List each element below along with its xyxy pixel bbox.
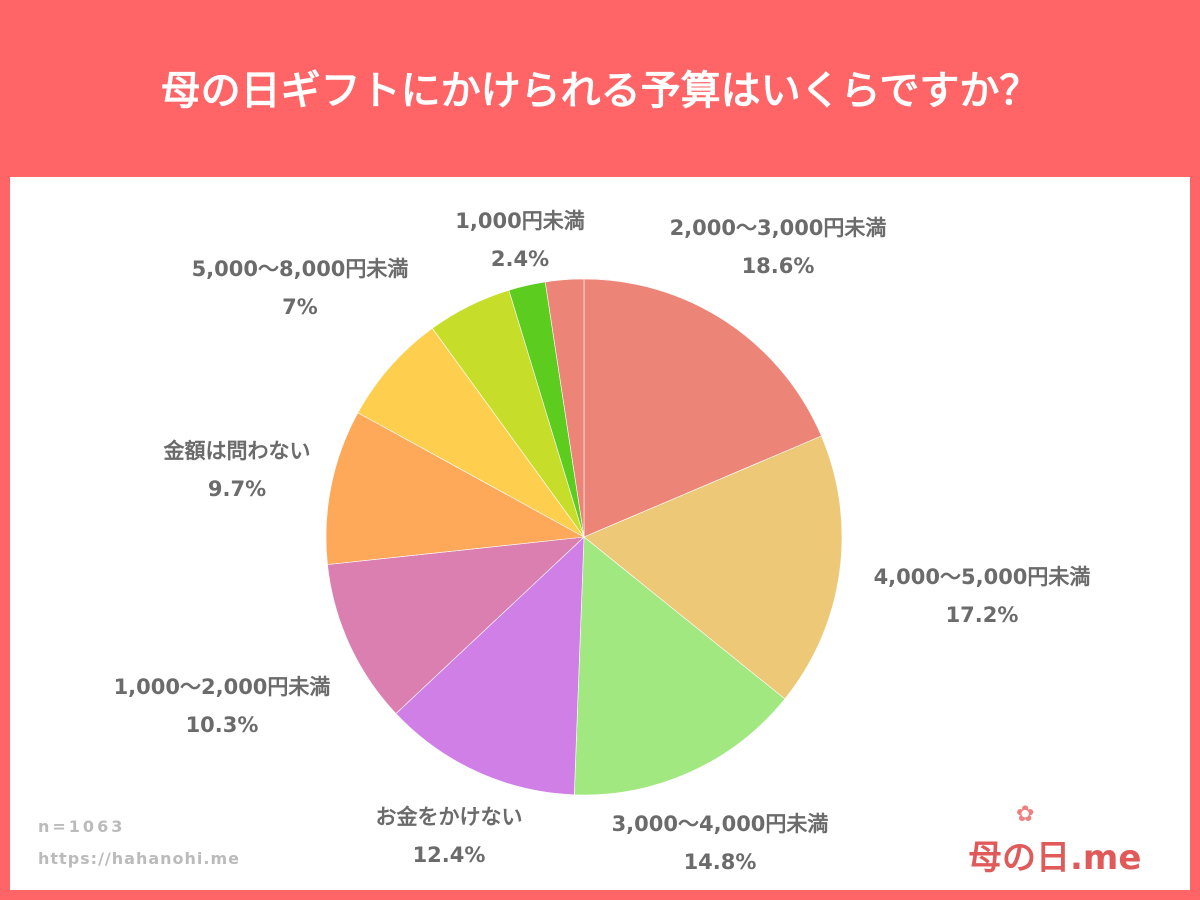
- pie-slice: [395, 536, 585, 796]
- slice-label-value: 12.4%: [412, 843, 486, 867]
- sample-size: n=1063: [38, 817, 126, 836]
- slice-label-name: 1,000円未満: [455, 209, 585, 233]
- slice-label: 2,000〜3,000円未満 18.6%: [670, 209, 887, 285]
- pie-slice: [327, 536, 585, 715]
- pie-slice: [583, 435, 843, 700]
- slice-label-value: 10.3%: [185, 713, 259, 737]
- slice-label: 4,000〜5,000円未満 17.2%: [874, 558, 1091, 634]
- slice-label-name: 1,000〜2,000円未満: [113, 675, 331, 699]
- slice-label: 1,000〜2,000円未満 10.3%: [114, 668, 331, 744]
- pie-slice: [573, 536, 786, 796]
- slice-label-name: 2,000〜3,000円未満: [669, 216, 887, 240]
- slice-label: 1,000円未満 2.4%: [455, 202, 584, 278]
- logo: ✿ 母の日.me: [968, 802, 1142, 878]
- slice-label: 5,000〜8,000円未満 7%: [192, 250, 409, 326]
- pie-slice: [357, 327, 585, 538]
- slice-label: 金額は問わない 9.7%: [164, 432, 311, 508]
- slice-label-value: 2.4%: [490, 247, 550, 271]
- slice-label-value: 14.8%: [683, 850, 757, 874]
- source-url: https://hahanohi.me: [38, 849, 240, 868]
- carnation-icon: ✿: [1016, 802, 1035, 827]
- slice-label: お金をかけない 12.4%: [376, 798, 523, 874]
- slice-label-name: 3,000〜4,000円未満: [611, 812, 829, 836]
- slice-label-value: 17.2%: [945, 603, 1019, 627]
- slice-label: 3,000〜4,000円未満 14.8%: [612, 805, 829, 881]
- pie-slice: [544, 278, 585, 538]
- slice-label-value: 9.7%: [207, 477, 267, 501]
- pie-slice: [583, 278, 822, 538]
- slice-label-name: 4,000〜5,000円未満: [873, 565, 1091, 589]
- slice-label-value: 7%: [282, 295, 318, 319]
- pie-slice: [325, 412, 585, 565]
- slice-label-name: お金をかけない: [375, 805, 523, 829]
- slice-label-value: 18.6%: [741, 254, 815, 278]
- slice-label-name: 金額は問わない: [163, 439, 311, 463]
- slice-label-name: 5,000〜8,000円未満: [191, 257, 409, 281]
- chart-title: 母の日ギフトにかけられる予算はいくらですか？: [160, 68, 1040, 114]
